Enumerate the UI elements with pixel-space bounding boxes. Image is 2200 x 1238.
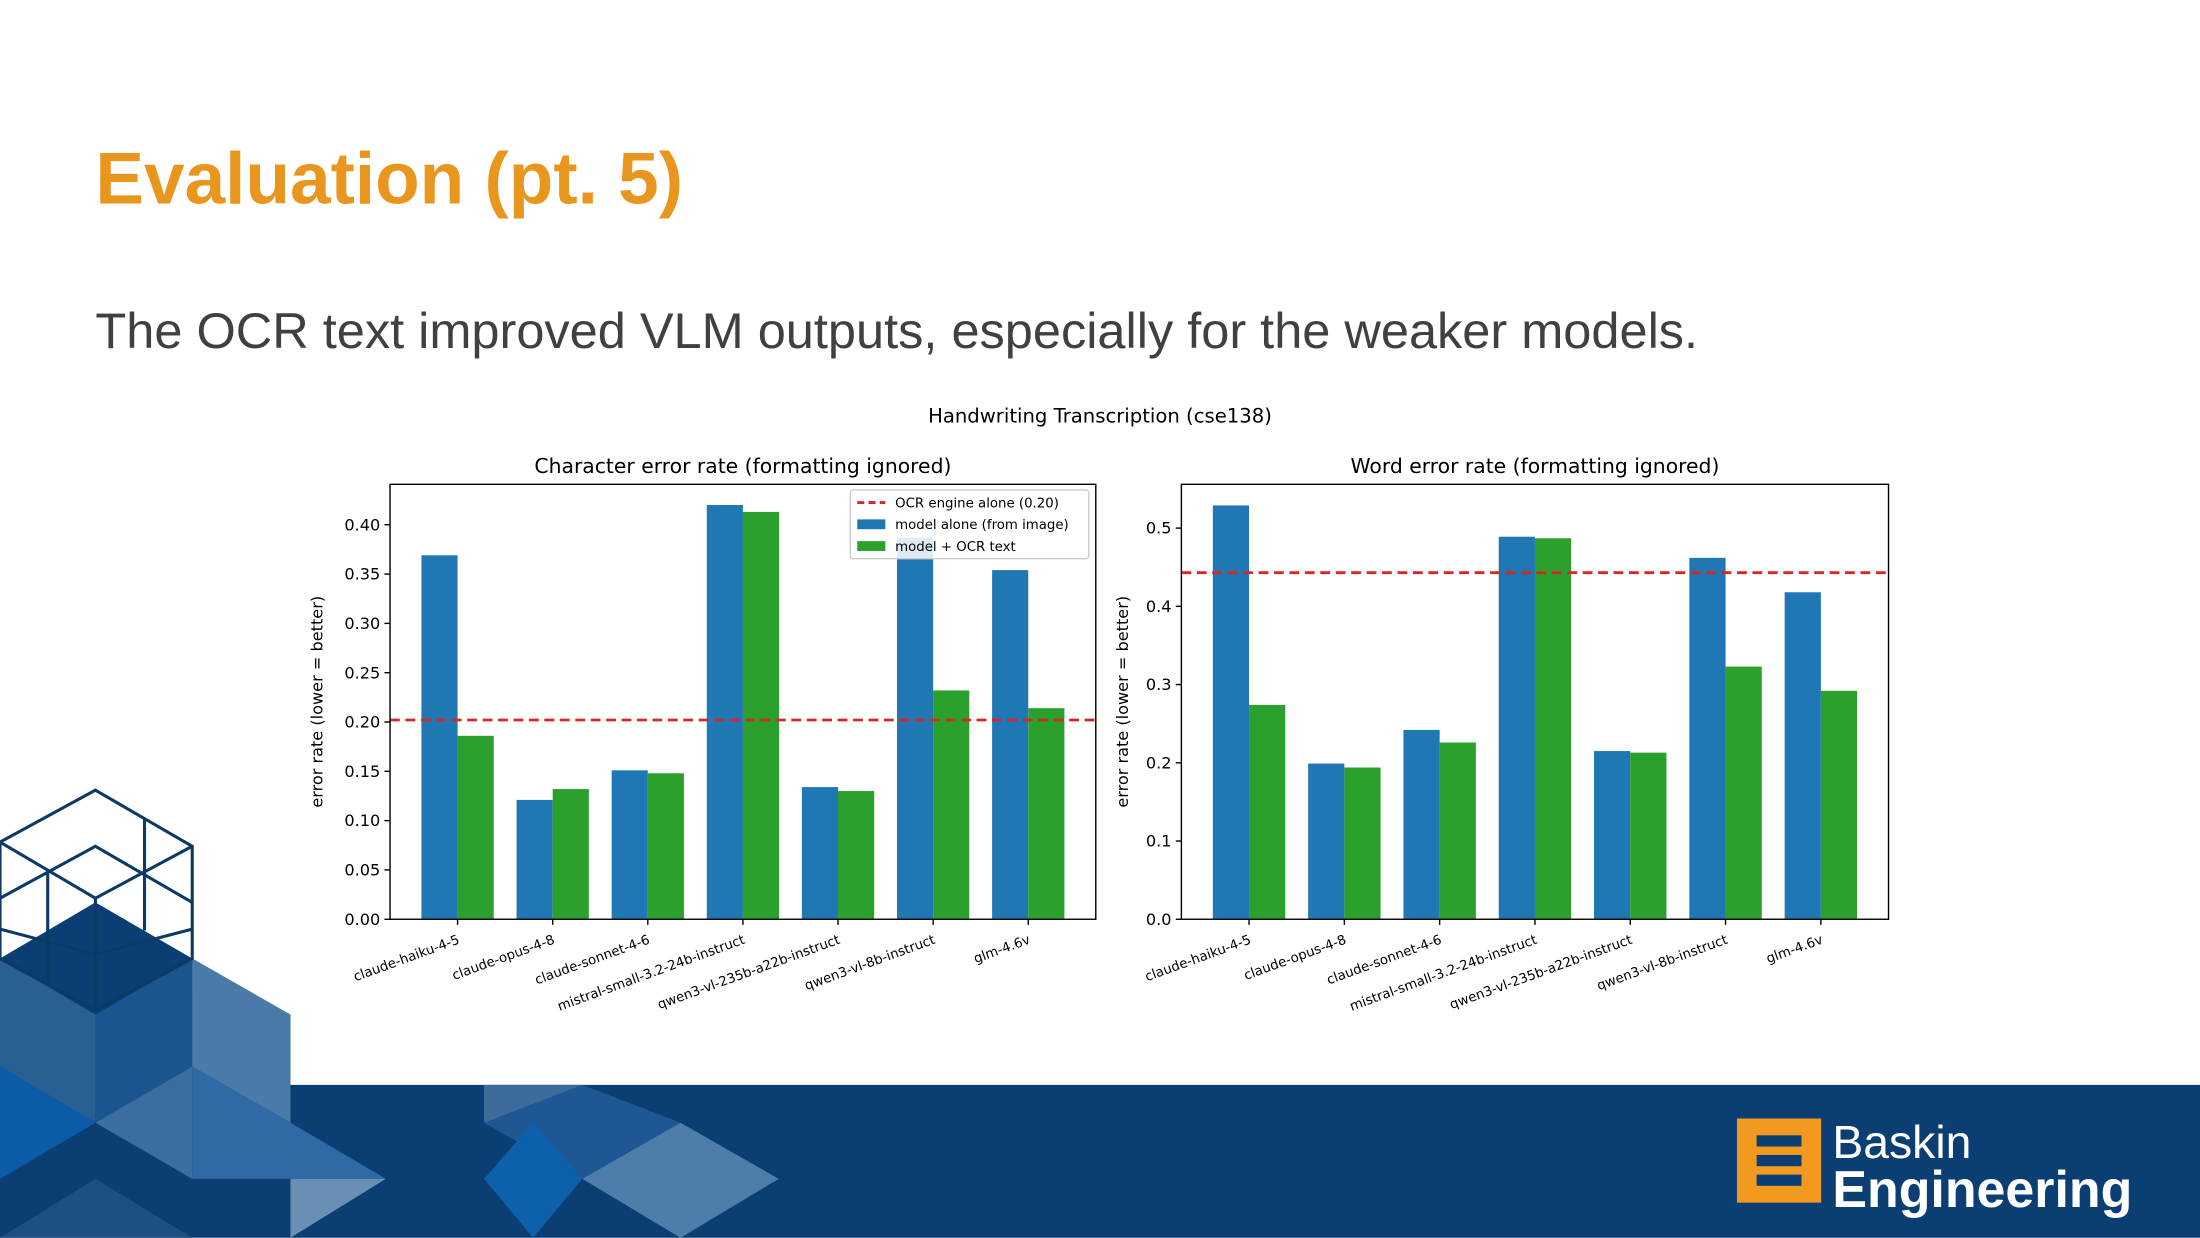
legend-box [849, 489, 1090, 560]
legend-label: model + OCR text [895, 540, 1016, 555]
y-tick-label: 0.3 [1146, 675, 1172, 694]
logo-line2: Engineering [1832, 1161, 2132, 1219]
y-tick-label: 0.0 [1146, 910, 1172, 929]
bar [552, 789, 589, 920]
legend-swatch [857, 541, 886, 551]
bar [706, 505, 743, 920]
y-tick-label: 0.30 [344, 614, 380, 633]
y-tick-label: 0.4 [1146, 597, 1172, 616]
chart-title: Character error rate (formatting ignored… [534, 454, 951, 478]
legend-swatch [857, 519, 886, 530]
y-axis-label: error rate (lower = better) [308, 596, 327, 808]
y-tick-label: 0.35 [344, 565, 380, 584]
axes-frame [389, 483, 1097, 920]
axes-frame [1180, 483, 1890, 920]
bar [1249, 704, 1286, 920]
y-tick-label: 0.40 [344, 515, 380, 534]
legend-label: OCR engine alone (0.20) [895, 496, 1059, 511]
bar [1344, 767, 1381, 920]
bar [457, 735, 494, 920]
bar [1498, 536, 1535, 920]
bar [1212, 505, 1250, 920]
y-tick-label: 0.2 [1146, 753, 1172, 772]
bar [1594, 751, 1631, 920]
legend-label: model alone (from image) [895, 518, 1069, 533]
bar [611, 770, 648, 920]
y-tick-label: 0.15 [344, 762, 380, 781]
y-axis-label: error rate (lower = better) [1113, 596, 1132, 808]
footer-decoration [0, 788, 2200, 1238]
y-tick-label: 0.1 [1146, 832, 1172, 851]
bar [1028, 708, 1065, 920]
bar [647, 773, 684, 920]
legend: OCR engine alone (0.20) model alone (from… [849, 489, 1090, 560]
bar [1308, 763, 1345, 920]
bar [1439, 742, 1476, 920]
bar [1403, 729, 1440, 920]
bar [421, 555, 458, 920]
chart-title: Word error rate (formatting ignored) [1351, 454, 1720, 478]
chart: Character error rate (formatting ignored… [308, 454, 1097, 1015]
y-tick-label: 0.20 [344, 713, 380, 732]
slide-subtitle: The OCR text improved VLM outputs, espec… [95, 302, 1698, 359]
bar [742, 511, 780, 920]
slide-title: Evaluation (pt. 5) [95, 139, 683, 220]
bar [933, 690, 970, 920]
bar [838, 791, 875, 920]
bar [992, 570, 1029, 920]
y-tick-label: 0.00 [344, 910, 380, 929]
bar [801, 787, 839, 920]
y-tick-label: 0.25 [344, 663, 380, 682]
bar [1725, 666, 1762, 920]
bar [1630, 752, 1667, 920]
figure-title: Handwriting Transcription (cse138) [928, 405, 1272, 428]
bar [1820, 690, 1858, 920]
y-tick-label: 0.5 [1146, 519, 1172, 538]
bar [1689, 557, 1726, 920]
logo-line1: Baskin [1832, 1116, 1971, 1168]
bar [897, 537, 934, 920]
y-tick-label: 0.10 [344, 811, 380, 830]
bar [516, 799, 553, 920]
logo: Baskin Engineering [1736, 1116, 2132, 1219]
bar [1784, 592, 1821, 920]
y-tick-label: 0.05 [344, 861, 380, 880]
bar [1534, 538, 1572, 920]
